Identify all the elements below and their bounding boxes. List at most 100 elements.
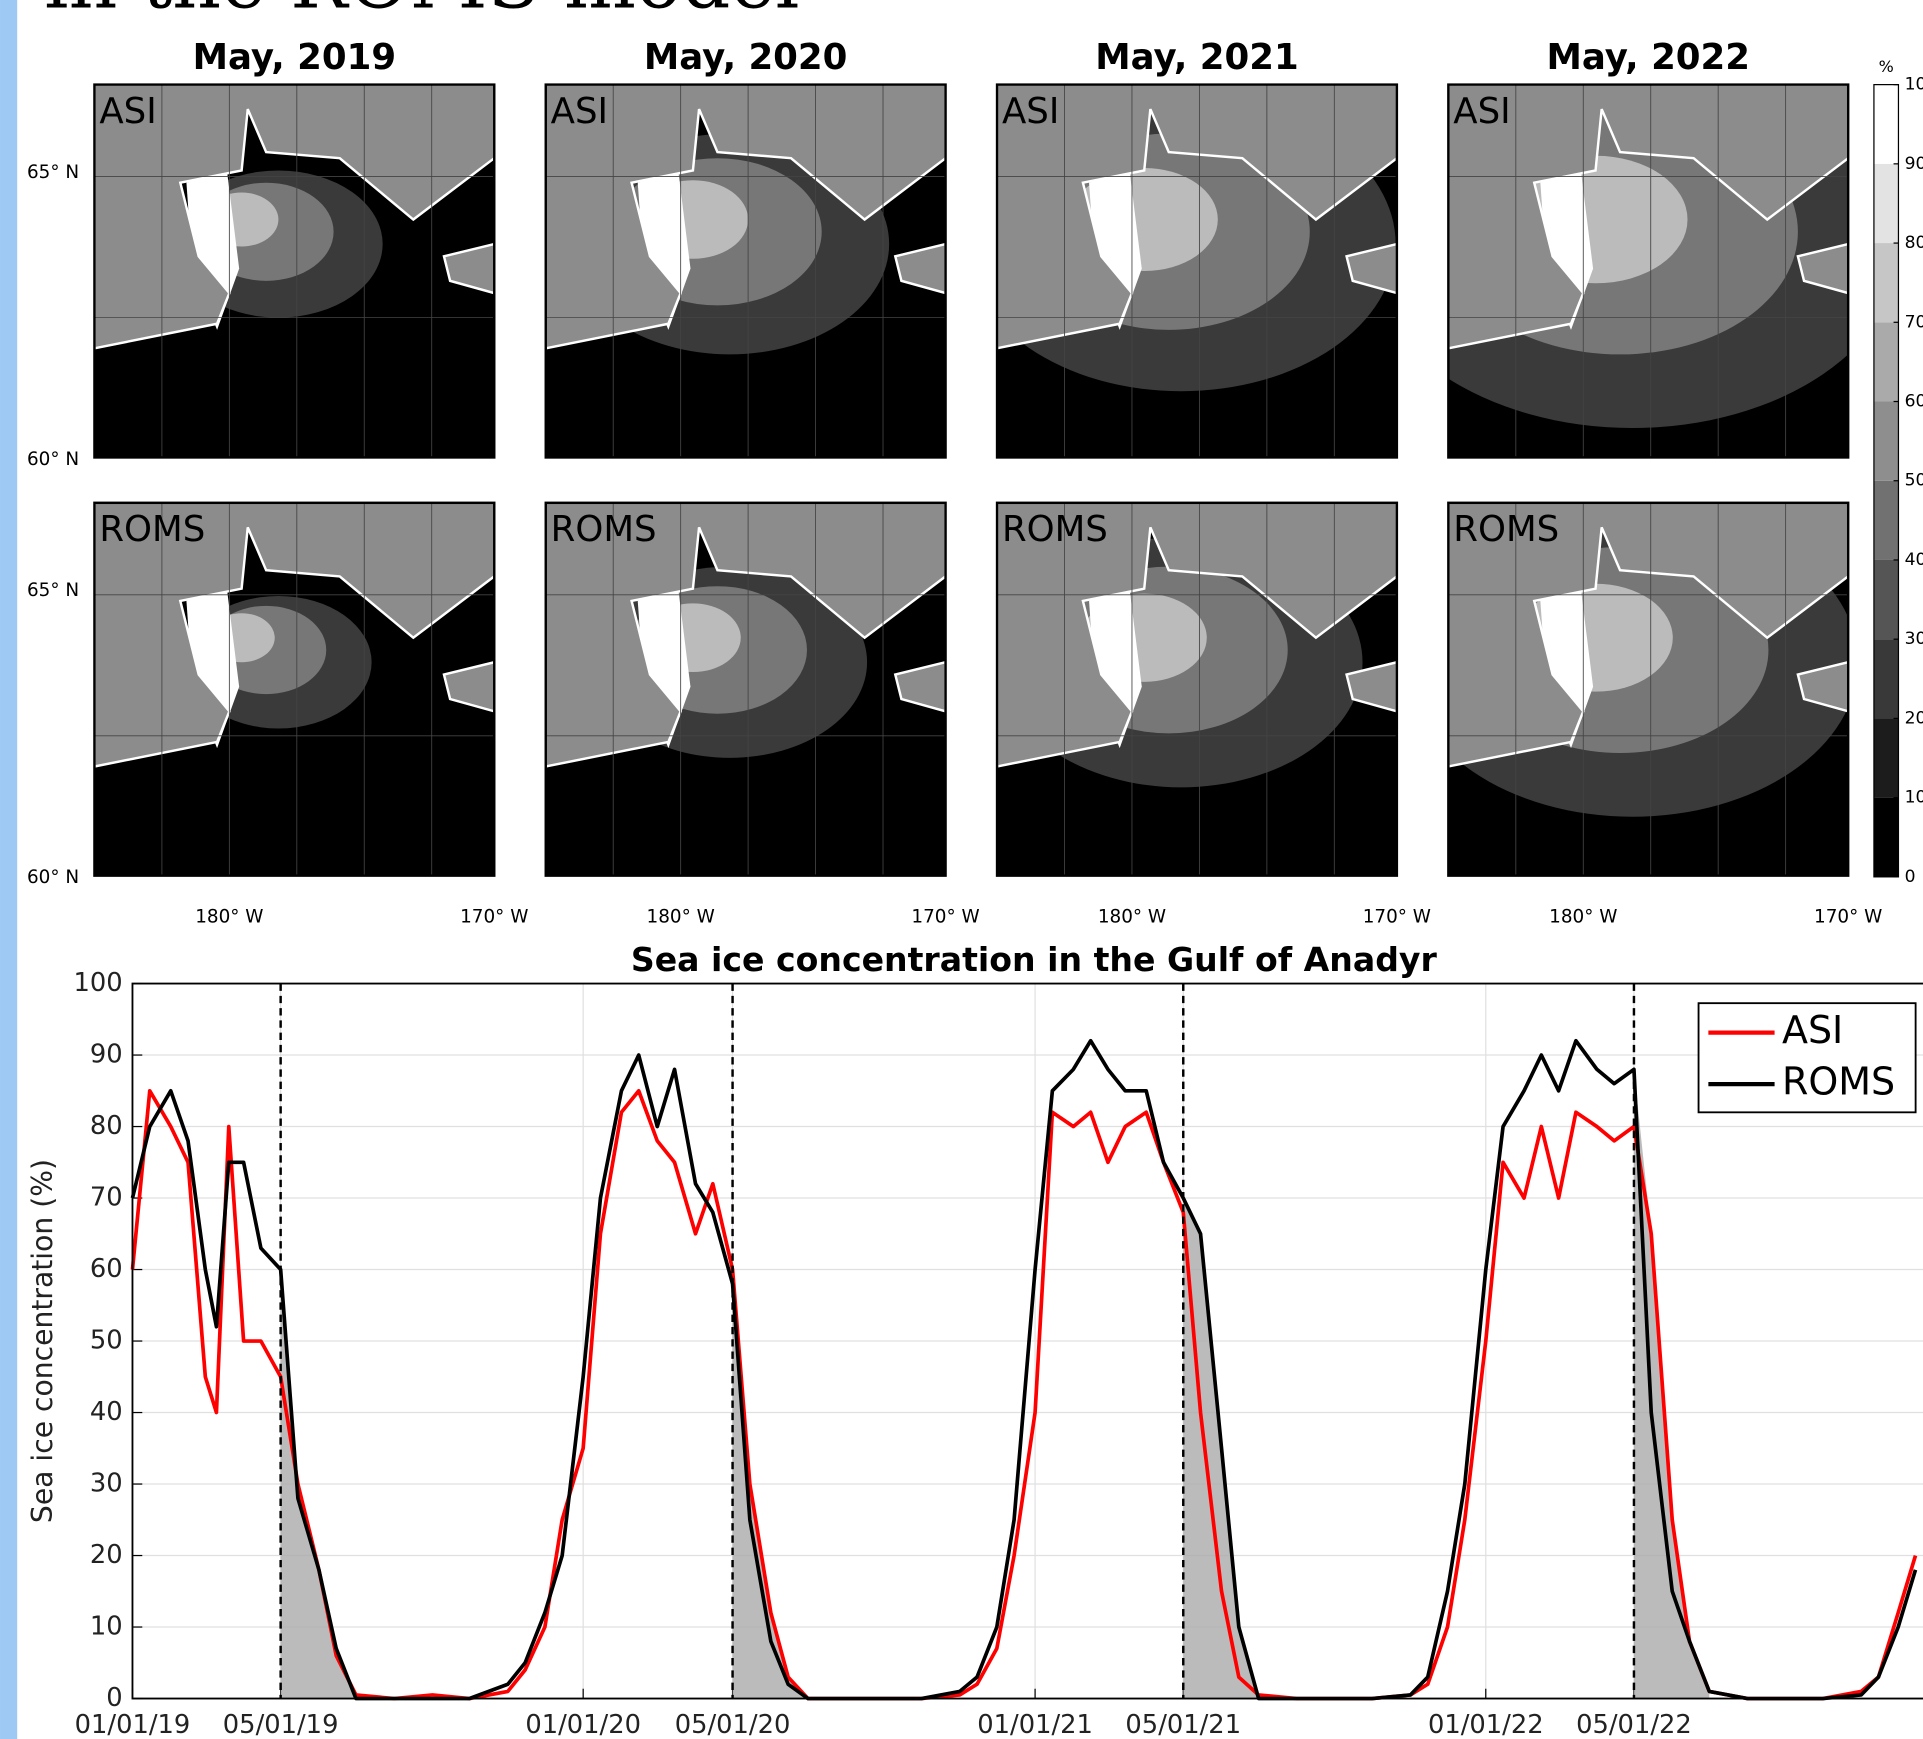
map-panel — [545, 502, 946, 876]
y-tick-label: 70 — [90, 1183, 123, 1213]
chart-title: Sea ice concentration in the Gulf of Ana… — [631, 940, 1438, 979]
row-label: ASI — [99, 91, 156, 132]
y-tick-label: 50 — [90, 1326, 123, 1356]
colorbar-tick-label: 70 — [1905, 312, 1923, 332]
map-panel — [94, 84, 495, 458]
lon-label: 180° W — [647, 906, 715, 927]
land-east — [442, 660, 495, 713]
colorbar-band — [1873, 639, 1899, 719]
colorbar-band — [1873, 243, 1899, 323]
colorbar-tick-label: 20 — [1905, 708, 1923, 728]
colorbar-tick-label: 100 — [1905, 75, 1923, 95]
land — [545, 84, 946, 350]
colorbar-band — [1873, 401, 1899, 481]
heading: in the ROMS model — [44, 0, 800, 25]
x-tick-label: 01/01/21 — [977, 1710, 1093, 1739]
land-east — [893, 242, 946, 295]
colorbar-tick-label: 40 — [1905, 550, 1923, 570]
land-east — [893, 660, 946, 713]
lon-label: 170° W — [460, 906, 528, 927]
panel-frame — [1447, 501, 1850, 877]
y-tick-label: 60 — [90, 1254, 123, 1284]
x-tick-label: 01/01/20 — [525, 1710, 641, 1739]
panel-frame — [995, 501, 1399, 877]
y-axis-label: Sea ice concentration (%) — [26, 1159, 59, 1523]
lon-label: 170° W — [1814, 906, 1882, 927]
colorbar-tick-label: 80 — [1905, 233, 1923, 253]
lat-label: 65° N — [27, 580, 79, 601]
lon-label: 180° W — [195, 906, 263, 927]
legend-label: ROMS — [1782, 1060, 1895, 1104]
row-label: ROMS — [551, 509, 657, 550]
plot-frame — [131, 982, 1923, 1700]
land — [545, 502, 946, 768]
x-tick-label: 05/01/22 — [1576, 1710, 1692, 1739]
colorbar-band — [1873, 84, 1899, 164]
lon-label: 180° W — [1549, 906, 1617, 927]
colorbar-band — [1873, 718, 1899, 798]
side-strip — [0, 0, 18, 1739]
colorbar-tick-label: 90 — [1905, 154, 1923, 174]
lat-label: 65° N — [27, 162, 79, 183]
panel-title: May, 2022 — [1547, 37, 1751, 78]
land — [94, 502, 495, 768]
panel-frame — [544, 83, 947, 459]
land-east — [442, 242, 495, 295]
panel-title: May, 2020 — [644, 37, 848, 78]
lat-label: 60° N — [27, 867, 79, 888]
land — [94, 84, 495, 350]
land-east — [1345, 660, 1397, 713]
colorbar-tick-label: 50 — [1905, 471, 1923, 491]
x-tick-label: 05/01/19 — [223, 1710, 339, 1739]
lat-label: 60° N — [27, 449, 79, 470]
land — [997, 84, 1397, 350]
map-panel — [94, 502, 495, 876]
legend-box — [1697, 1002, 1917, 1114]
panel-frame — [93, 501, 496, 877]
map-panel — [545, 84, 946, 458]
map-panel — [1448, 84, 1849, 458]
panel-frame — [1447, 83, 1850, 459]
y-tick-label: 40 — [90, 1397, 123, 1427]
map-panel — [997, 84, 1397, 458]
y-tick-label: 90 — [90, 1040, 123, 1070]
series-line — [130, 1088, 1918, 1701]
colorbar-tick-label: 30 — [1905, 629, 1923, 649]
colorbar-unit: % — [1879, 57, 1894, 76]
y-tick-label: 30 — [90, 1469, 123, 1499]
legend-label: ASI — [1782, 1008, 1843, 1052]
panel-frame — [93, 83, 496, 459]
land-east — [1796, 660, 1849, 713]
land — [1448, 84, 1849, 350]
lon-label: 170° W — [911, 906, 979, 927]
colorbar-band — [1873, 322, 1899, 402]
y-tick-label: 0 — [106, 1683, 122, 1713]
panel-title: May, 2021 — [1095, 37, 1299, 78]
y-tick-label: 100 — [74, 968, 123, 998]
lon-label: 180° W — [1098, 906, 1166, 927]
row-label: ROMS — [99, 509, 205, 550]
x-tick-label: 01/01/22 — [1428, 1710, 1544, 1739]
x-tick-label: 05/01/20 — [675, 1710, 791, 1739]
map-panel — [1448, 502, 1849, 876]
colorbar-band — [1873, 559, 1899, 640]
colorbar-band — [1873, 480, 1899, 560]
land-east — [1345, 242, 1397, 295]
row-label: ROMS — [1002, 509, 1108, 550]
shaded-region — [280, 1269, 356, 1699]
shaded-region — [1633, 1069, 1710, 1699]
row-label: ASI — [1002, 91, 1059, 132]
lon-label: 170° W — [1363, 906, 1431, 927]
shaded-region — [732, 1269, 808, 1699]
colorbar-band — [1873, 163, 1899, 244]
land-east — [1796, 242, 1849, 295]
y-tick-label: 80 — [90, 1111, 123, 1141]
row-label: ASI — [1453, 91, 1510, 132]
panel-frame — [544, 501, 947, 877]
land — [1448, 502, 1849, 768]
colorbar-tick-label: 0 — [1905, 867, 1916, 887]
y-tick-label: 10 — [90, 1612, 123, 1642]
row-label: ASI — [551, 91, 608, 132]
colorbar-band — [1873, 797, 1899, 877]
